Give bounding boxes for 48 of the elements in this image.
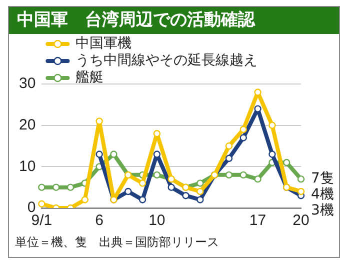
y-tick-label: 20	[18, 116, 36, 134]
point	[182, 192, 190, 200]
point	[225, 171, 233, 179]
point	[138, 196, 146, 204]
data-label: 4機	[311, 186, 334, 203]
x-tick-label: 10	[148, 212, 166, 230]
x-tick-label: 6	[95, 212, 104, 230]
point	[196, 196, 204, 204]
legend-label: 艦艇	[76, 70, 104, 86]
y-tick-label: 10	[18, 158, 36, 175]
point	[38, 184, 46, 191]
point	[225, 154, 233, 162]
legend-label: 中国軍機	[76, 36, 132, 52]
y-tick-label: 30	[18, 75, 36, 92]
chart-title: 中国軍 台湾周辺での活動確認	[9, 7, 339, 34]
point	[297, 188, 305, 196]
data-label: 3機	[311, 202, 334, 219]
point	[254, 105, 262, 112]
point	[268, 150, 276, 158]
point	[168, 184, 175, 191]
point	[81, 196, 89, 204]
point	[124, 188, 132, 196]
point	[282, 158, 290, 166]
text: 単位＝機、隻 出典＝国防部リリース	[14, 234, 220, 251]
point	[138, 180, 146, 187]
point	[153, 150, 161, 158]
point	[297, 175, 305, 183]
x-tick-label: 17	[249, 212, 266, 230]
x-tick-label: 9/1	[31, 212, 52, 230]
point	[66, 184, 74, 191]
point	[268, 122, 276, 129]
point	[240, 134, 247, 142]
point	[153, 171, 161, 179]
x-tick-label: 20	[292, 212, 310, 230]
point	[196, 180, 204, 187]
data-label: 7隻	[311, 170, 334, 187]
point	[96, 118, 103, 125]
point	[96, 150, 103, 158]
point	[240, 126, 247, 134]
point	[110, 150, 118, 158]
legend-label: うち中間線やその延長線越え	[76, 52, 258, 69]
point	[240, 171, 247, 179]
point	[38, 200, 46, 208]
point	[196, 188, 204, 196]
point	[52, 184, 60, 191]
point	[254, 175, 262, 183]
point	[254, 88, 262, 96]
point	[225, 142, 233, 150]
